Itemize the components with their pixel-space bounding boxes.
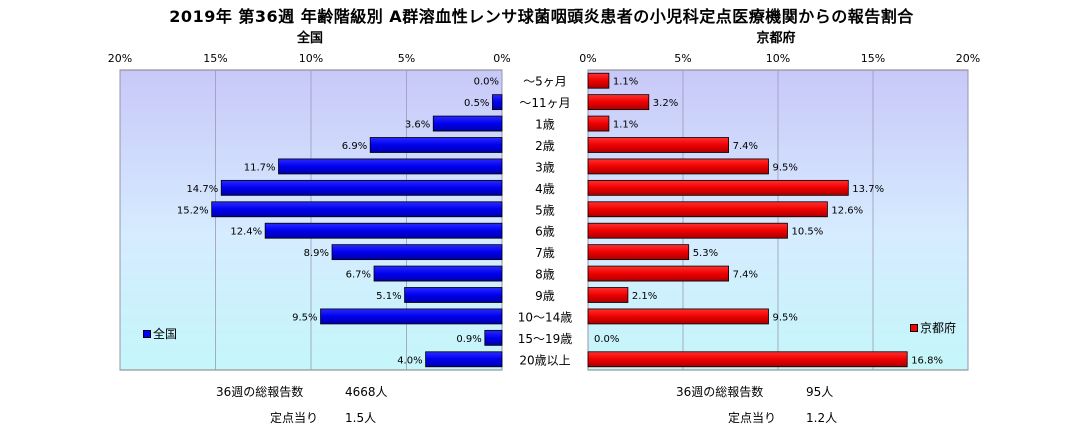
data-label-right: 0.0% xyxy=(594,334,619,345)
bar-left xyxy=(211,201,503,218)
data-label-left: 6.7% xyxy=(346,270,371,281)
bar-left xyxy=(331,244,503,261)
category-label: 4歳 xyxy=(535,182,555,196)
legend-label-left: 全国 xyxy=(153,327,178,341)
bar-left xyxy=(320,308,503,325)
data-label-left: 0.0% xyxy=(474,77,499,88)
data-label-left: 0.5% xyxy=(464,98,489,109)
bar-right xyxy=(587,265,730,282)
data-label-right: 3.2% xyxy=(653,98,678,109)
bar-right xyxy=(587,351,908,368)
data-label-left: 15.2% xyxy=(177,205,209,216)
data-label-left: 8.9% xyxy=(304,248,329,259)
x-tick-label-right: 0% xyxy=(579,52,596,65)
data-label-right: 1.1% xyxy=(613,77,638,88)
category-label: 8歳 xyxy=(535,268,555,282)
category-label: 10～14歳 xyxy=(518,310,573,324)
data-label-left: 3.6% xyxy=(405,120,430,131)
data-label-left: 9.5% xyxy=(292,312,317,323)
data-label-left: 12.4% xyxy=(230,227,262,238)
category-label: 9歳 xyxy=(535,289,555,303)
right-total-label: 36週の総報告数 xyxy=(676,385,764,399)
data-label-left: 0.9% xyxy=(456,334,481,345)
x-tick-label-right: 20% xyxy=(956,52,980,65)
data-label-right: 12.6% xyxy=(831,205,863,216)
bar-right xyxy=(587,201,828,218)
bar-left xyxy=(484,329,503,346)
category-label: ～5ヶ月 xyxy=(523,75,567,89)
data-label-right: 16.8% xyxy=(911,355,943,366)
bar-left xyxy=(425,351,503,368)
bar-left xyxy=(264,222,503,239)
data-label-right: 7.4% xyxy=(733,270,758,281)
bar-left xyxy=(278,158,503,175)
legend-left: 全国 xyxy=(143,325,177,342)
x-tick-label-right: 5% xyxy=(674,52,691,65)
bar-left xyxy=(373,265,503,282)
data-label-right: 9.5% xyxy=(773,312,798,323)
data-label-left: 14.7% xyxy=(186,184,218,195)
bar-left xyxy=(220,179,503,196)
x-tick-label-left: 10% xyxy=(299,52,323,65)
legend-right: 京都府 xyxy=(910,319,956,336)
bar-left xyxy=(404,287,503,303)
left-panel-title: 全国 xyxy=(296,31,323,46)
bar-right xyxy=(587,72,610,89)
x-tick-label-left: 5% xyxy=(398,52,415,65)
legend-label-right: 京都府 xyxy=(920,321,957,335)
data-label-right: 2.1% xyxy=(632,291,657,302)
data-label-right: 1.1% xyxy=(613,120,638,131)
legend-swatch-blue xyxy=(143,329,151,338)
x-tick-label-right: 10% xyxy=(766,52,790,65)
data-label-left: 4.0% xyxy=(397,355,422,366)
category-label: 3歳 xyxy=(535,160,555,174)
bar-right xyxy=(587,244,690,261)
data-label-right: 13.7% xyxy=(852,184,884,195)
data-label-right: 9.5% xyxy=(773,162,798,173)
left-total-label: 36週の総報告数 xyxy=(216,385,304,399)
legend-swatch-red xyxy=(910,323,918,332)
bar-right xyxy=(587,158,769,175)
right-total-value: 95人 xyxy=(806,385,834,399)
category-label: 6歳 xyxy=(535,225,555,239)
bar-right xyxy=(587,137,730,153)
bar-right xyxy=(587,308,769,325)
right-panel-title: 京都府 xyxy=(756,31,796,46)
data-label-right: 7.4% xyxy=(733,141,758,152)
category-label: 1歳 xyxy=(535,118,555,132)
chart-title: 2019年 第36週 年齢階級別 A群溶血性レンサ球菌咽頭炎患者の小児科定点医療… xyxy=(169,7,914,26)
bar-right xyxy=(587,94,650,111)
bar-right xyxy=(587,287,629,303)
data-label-left: 5.1% xyxy=(376,291,401,302)
category-label: 7歳 xyxy=(535,246,555,260)
data-label-right: 5.3% xyxy=(693,248,718,259)
right-per-label: 定点当り xyxy=(728,411,777,425)
bar-right xyxy=(587,222,788,239)
right-per-value: 1.2人 xyxy=(806,411,838,425)
x-tick-label-left: 15% xyxy=(203,52,227,65)
data-label-right: 10.5% xyxy=(792,227,824,238)
left-per-label: 定点当り xyxy=(270,411,319,425)
bar-left xyxy=(369,137,503,153)
category-label: 2歳 xyxy=(535,139,555,153)
bar-right xyxy=(587,115,610,132)
category-label: 20歳以上 xyxy=(519,353,570,367)
bar-left xyxy=(492,94,503,111)
x-tick-label-left: 0% xyxy=(493,52,510,65)
category-label: 5歳 xyxy=(535,203,555,217)
category-label: ～11ヶ月 xyxy=(519,96,570,110)
data-label-left: 6.9% xyxy=(342,141,367,152)
left-total-value: 4668人 xyxy=(345,385,388,399)
left-per-value: 1.5人 xyxy=(345,411,377,425)
category-label: 15～19歳 xyxy=(518,332,573,346)
x-tick-label-left: 20% xyxy=(108,52,132,65)
data-label-left: 11.7% xyxy=(244,162,276,173)
x-tick-label-right: 15% xyxy=(861,52,885,65)
bar-right xyxy=(587,179,849,196)
bar-left xyxy=(432,115,503,132)
